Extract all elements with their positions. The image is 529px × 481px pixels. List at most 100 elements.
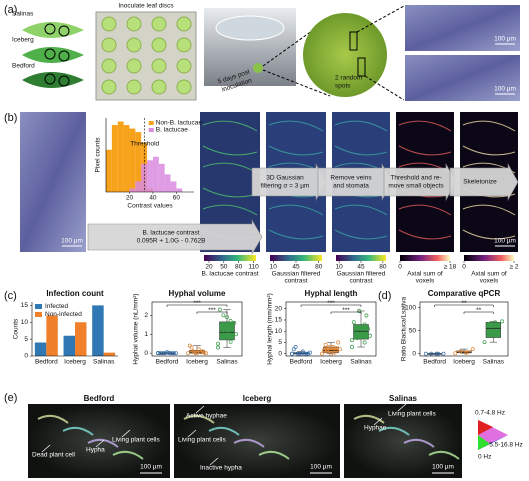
significance-label: *** xyxy=(193,300,201,307)
step-label: 2 random xyxy=(335,75,362,82)
colorbar xyxy=(270,255,322,261)
hypha-trace xyxy=(202,204,258,216)
colorbar-label: Gaussian filtered xyxy=(272,271,321,278)
point xyxy=(161,351,166,356)
annotation: Hypha xyxy=(86,447,105,454)
tray-disc xyxy=(176,79,192,95)
point xyxy=(295,351,300,356)
annotation-arrow xyxy=(195,405,205,414)
step-arrow xyxy=(87,218,263,256)
point xyxy=(434,351,439,356)
annotation-arrow xyxy=(187,429,197,438)
x-tick-label: Salinas xyxy=(216,359,238,366)
scale-label: 100 µm xyxy=(310,464,332,471)
scale-label: 100 µm xyxy=(61,238,83,245)
step-label: B. lactucae contrast xyxy=(142,230,199,237)
disc-mark xyxy=(44,23,56,35)
tray-disc xyxy=(101,79,117,95)
tray-disc xyxy=(101,58,117,74)
point xyxy=(193,351,198,356)
micrograph xyxy=(20,112,86,252)
point xyxy=(330,345,335,349)
image-title: Iceberg xyxy=(243,394,272,403)
tray-disc xyxy=(151,16,167,32)
hypha-trace xyxy=(398,204,452,216)
point xyxy=(217,307,222,312)
hypha xyxy=(428,450,460,460)
point xyxy=(350,345,354,349)
panel-label: (a) xyxy=(4,4,17,16)
x-tick-label: Salinas xyxy=(93,359,115,366)
tray-discs xyxy=(101,16,192,95)
colorbar-label: contrast xyxy=(284,278,307,285)
colorbar-label: voxels xyxy=(416,278,435,285)
disc-mark xyxy=(58,50,70,62)
colorbar xyxy=(204,255,256,261)
point xyxy=(351,320,356,325)
tray-disc xyxy=(176,16,192,32)
hypha xyxy=(353,414,385,424)
annotation: Inactive hypha xyxy=(200,465,242,472)
hypha-trace xyxy=(334,229,388,240)
point xyxy=(320,351,324,356)
colorbar-tick-label: 45 xyxy=(357,264,365,271)
color-legend xyxy=(478,435,490,450)
step-label: Skeletonize xyxy=(463,179,497,186)
x-tick-label: Salinas xyxy=(483,359,505,366)
point xyxy=(187,343,192,348)
point xyxy=(463,350,468,355)
legend-swatch xyxy=(148,121,154,125)
colorbar-label: voxels xyxy=(480,278,499,285)
colorbar-tick-label: 80 xyxy=(379,264,387,271)
histogram-bar xyxy=(164,174,171,192)
scale-label: 100 µm xyxy=(494,238,516,245)
step-label: move small objects xyxy=(388,183,444,190)
hypha-trace xyxy=(334,120,388,132)
colorbar-label: B. lactucae contrast xyxy=(201,271,258,278)
annotation-arrow xyxy=(95,439,105,448)
point xyxy=(219,324,224,329)
point xyxy=(458,349,463,354)
chart-title: Comparative qPCR xyxy=(428,289,501,298)
hypha xyxy=(233,438,265,448)
tray-disc xyxy=(176,58,192,74)
histogram-bar xyxy=(135,132,142,192)
y-axis-label: Pixel counts xyxy=(95,137,102,173)
colorbar-label: contrast xyxy=(349,278,372,285)
bar xyxy=(92,305,104,356)
tray-disc xyxy=(101,16,117,32)
image-title: Bedford xyxy=(84,394,115,403)
scale-label: 100 µm xyxy=(140,464,162,471)
point xyxy=(170,351,175,356)
colorbar-tick-label: 20 xyxy=(205,264,213,271)
hypha-trace xyxy=(202,120,258,132)
zoom-line xyxy=(364,75,405,101)
x-tick-label: Iceberg xyxy=(453,359,475,366)
hypha xyxy=(62,426,94,436)
y-axis-label: Hyphal length (mm/mm²) xyxy=(267,293,274,365)
point xyxy=(423,351,428,356)
point xyxy=(327,345,332,349)
point xyxy=(216,345,220,350)
point xyxy=(364,313,369,318)
point xyxy=(362,340,367,345)
point xyxy=(357,309,362,313)
colorbar xyxy=(336,255,386,261)
step-label: filtering σ = 3 µm xyxy=(261,183,310,190)
significance-bracket xyxy=(166,304,228,307)
point xyxy=(304,351,309,356)
point xyxy=(465,350,470,355)
plot-frame xyxy=(285,301,377,357)
significance-bracket xyxy=(330,311,362,314)
x-tick-label: Bedford xyxy=(423,359,446,366)
point xyxy=(195,351,199,356)
leaf-disc-photo xyxy=(303,13,387,97)
y-tick-label: 100 xyxy=(405,304,416,311)
panel-label: (c) xyxy=(4,290,17,302)
tray-disc xyxy=(101,37,117,53)
legend-label: Non-B. lactucae xyxy=(156,120,203,127)
annotation-arrow xyxy=(41,444,51,453)
color-legend xyxy=(478,420,493,435)
step-label: Inoculate leaf discs xyxy=(118,3,174,10)
colorbar xyxy=(400,255,450,261)
